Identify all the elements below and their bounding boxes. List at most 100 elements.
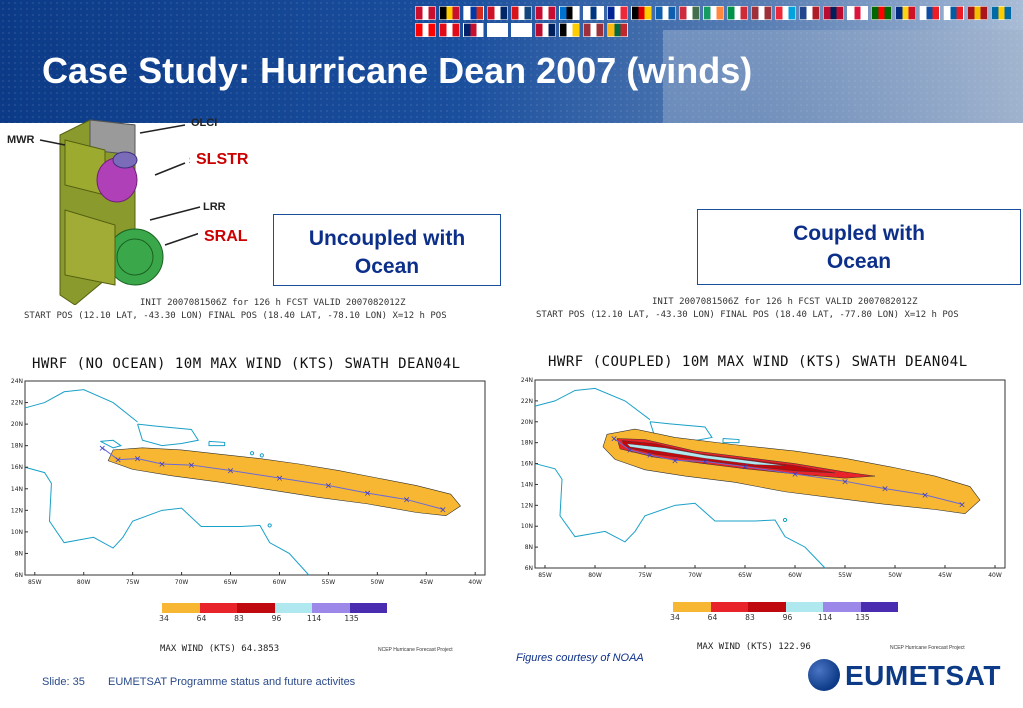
left-credit: NCEP Hurricane Forecast Project [378,647,453,653]
lat-tick-label: 18N [11,443,23,450]
track-marker: × [188,461,196,471]
flag-4 [511,6,532,20]
satellite-drawing [39,119,201,306]
track-marker: × [114,456,122,466]
flag-23 [967,6,988,20]
track-marker: × [439,505,447,515]
figures-courtesy: Figures courtesy of NOAA [516,652,644,664]
lon-tick-label: 55W [322,579,336,586]
lat-tick-label: 10N [521,523,533,530]
flag-7 [583,6,604,20]
lon-tick-label: 70W [688,572,702,579]
flag-12 [703,6,724,20]
track-marker: × [134,455,142,465]
lon-tick-label: 65W [224,579,238,586]
left-pos-line: START POS (12.10 LAT, -43.30 LON) FINAL … [24,311,447,321]
slide-title: Case Study: Hurricane Dean 2007 (winds) [42,50,753,91]
track-marker: × [958,500,966,510]
lat-tick-label: 8N [15,550,23,557]
flag-22 [943,6,964,20]
left-map-title: HWRF (NO OCEAN) 10M MAX WIND (KTS) SWATH… [32,356,461,372]
slide-number: Slide: 35 [42,676,85,688]
flag-9 [631,6,652,20]
flag-6 [559,6,580,20]
track-marker: × [791,470,799,480]
track-marker: × [276,474,284,484]
flag-8 [607,6,628,20]
flag-24 [991,6,1012,20]
member-state-flags [415,6,1015,42]
colorbar-label: 34 [670,613,680,622]
colorbar-segment [785,602,823,612]
lat-tick-label: 20N [521,419,533,426]
lon-tick-label: 65W [738,572,752,579]
flag-28 [487,23,508,37]
track-marker: × [841,477,849,487]
track-marker: × [158,460,166,470]
right-credit: NCEP Hurricane Forecast Project [890,645,965,651]
lon-tick-label: 50W [888,572,902,579]
sentinel-satellite-illustration: OLCI MWR S LRR [5,115,270,306]
lat-tick-label: 12N [11,507,23,514]
flag-18 [847,6,868,20]
coastline [722,437,740,444]
track-marker: × [741,463,749,473]
lon-tick-label: 85W [538,572,552,579]
track-marker: × [646,451,654,461]
left-wind-swath-map: × × × × × × × × × × × 24N 22N 20N 18N 16N 14N 12N 10N 8N 6N 8… [11,378,486,586]
lat-tick-label: 12N [521,502,533,509]
coastline [137,423,200,447]
colorbar-segment [237,603,275,613]
track-marker: × [364,489,372,499]
lon-tick-label: 75W [126,579,140,586]
coupled-line-2: Ocean [826,250,892,273]
uncoupled-line-2: Ocean [354,255,420,278]
flag-5 [535,6,556,20]
track-marker: × [227,466,235,476]
colorbar-label: 114 [306,614,322,623]
colorbar-segment [823,602,861,612]
lon-tick-label: 75W [638,572,652,579]
flag-27 [463,23,484,37]
coastline [534,463,826,569]
lon-tick-label: 80W [77,579,91,586]
lat-tick-label: 6N [15,572,23,579]
lat-tick-label: 16N [521,461,533,468]
lon-tick-label: 80W [588,572,602,579]
coastline [24,466,310,576]
colorbar-segment [274,603,312,613]
slstr-label: SLSTR [190,149,255,171]
track-marker: × [921,491,929,501]
flag-11 [679,6,700,20]
flag-1 [439,6,460,20]
eumetsat-logo: EUMETSAT [845,660,1001,691]
colorbar-label: 135 [344,614,359,623]
flag-26 [439,23,460,37]
colorbar-label: 64 [707,613,718,622]
colorbar-segment [860,602,898,612]
colorbar-label: 83 [745,613,755,622]
flag-2 [463,6,484,20]
flag-29 [511,23,532,37]
colorbar-label: 83 [234,614,244,623]
left-colorbar [162,603,387,613]
lat-tick-label: 10N [11,529,23,536]
colorbar-segment [748,602,786,612]
flag-33 [607,23,628,37]
island [267,523,272,528]
sral-label: SRAL [198,226,254,248]
left-max-wind: MAX WIND (KTS) 64.3853 [160,644,280,654]
flag-0 [415,6,436,20]
flag-14 [751,6,772,20]
track-marker: × [99,444,107,454]
left-colorbar-labels: 34 64 83 96 114 135 [159,614,387,624]
lat-tick-label: 18N [521,440,533,447]
track-marker: × [671,456,679,466]
lat-tick-label: 16N [11,464,23,471]
storm-track [102,447,444,510]
track-marker: × [325,482,333,492]
lon-tick-label: 60W [273,579,287,586]
flag-13 [727,6,748,20]
lat-tick-label: 14N [521,481,533,488]
flag-21 [919,6,940,20]
